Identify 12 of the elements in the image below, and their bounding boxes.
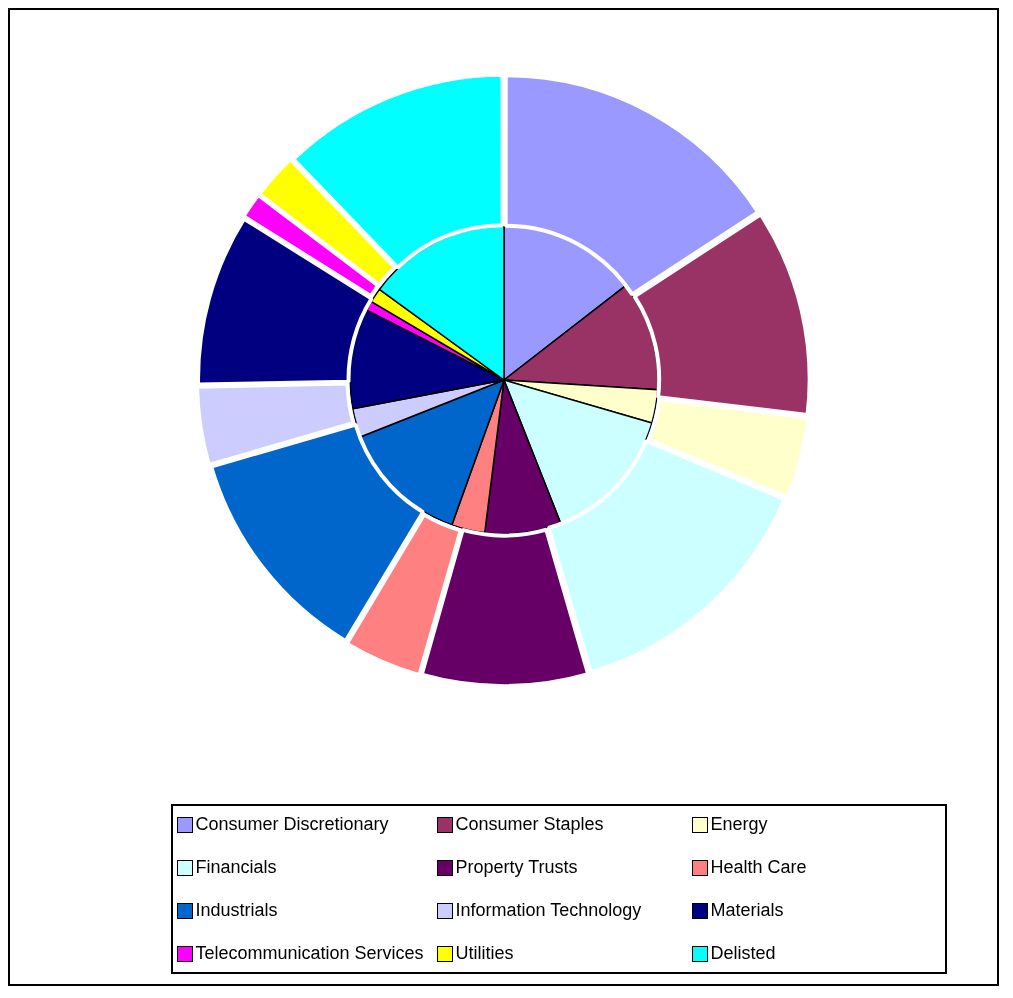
legend-label: Materials (710, 900, 784, 921)
legend-label: Consumer Staples (455, 814, 604, 835)
legend-label: Utilities (455, 943, 514, 964)
legend-label: Property Trusts (455, 857, 578, 878)
legend-label: Energy (710, 814, 768, 835)
legend-label: Consumer Discretionary (195, 814, 389, 835)
legend-label: Industrials (195, 900, 278, 921)
legend-label: Information Technology (455, 900, 642, 921)
legend-label: Telecommunication Services (195, 943, 424, 964)
legend-label: Financials (195, 857, 277, 878)
legend-label: Delisted (710, 943, 776, 964)
legend-label: Health Care (710, 857, 807, 878)
